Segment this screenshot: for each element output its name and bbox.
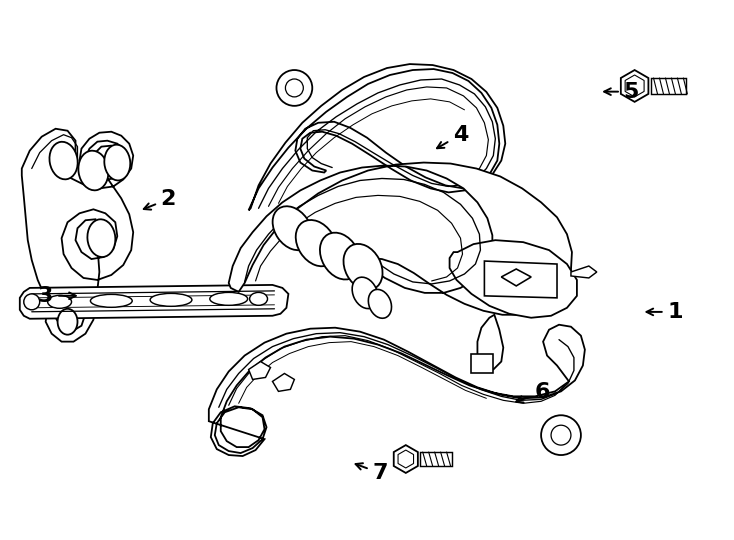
- Text: 7: 7: [355, 463, 388, 483]
- Polygon shape: [484, 261, 557, 298]
- Ellipse shape: [250, 292, 267, 305]
- Circle shape: [286, 79, 303, 97]
- Text: 4: 4: [437, 125, 468, 148]
- Ellipse shape: [352, 277, 378, 308]
- Polygon shape: [420, 452, 451, 466]
- Polygon shape: [272, 374, 294, 391]
- Polygon shape: [471, 354, 493, 374]
- Circle shape: [551, 425, 571, 445]
- Ellipse shape: [49, 142, 78, 179]
- Ellipse shape: [57, 309, 78, 335]
- Polygon shape: [22, 129, 133, 342]
- Polygon shape: [20, 285, 288, 319]
- Polygon shape: [477, 315, 504, 369]
- Text: 5: 5: [604, 82, 639, 102]
- Polygon shape: [229, 163, 572, 315]
- Text: 2: 2: [144, 189, 176, 210]
- Polygon shape: [249, 361, 271, 380]
- Polygon shape: [249, 64, 505, 210]
- Polygon shape: [208, 325, 585, 456]
- Ellipse shape: [87, 219, 115, 257]
- Ellipse shape: [210, 292, 247, 305]
- Polygon shape: [571, 266, 597, 278]
- Polygon shape: [650, 78, 686, 94]
- Ellipse shape: [320, 233, 360, 280]
- Ellipse shape: [368, 289, 391, 318]
- Text: 3: 3: [38, 286, 76, 306]
- Polygon shape: [501, 269, 531, 286]
- Ellipse shape: [104, 145, 130, 180]
- Ellipse shape: [79, 151, 109, 190]
- Circle shape: [23, 294, 40, 310]
- Circle shape: [541, 415, 581, 455]
- Circle shape: [277, 70, 312, 106]
- Ellipse shape: [344, 244, 382, 290]
- Text: 1: 1: [647, 302, 683, 322]
- Ellipse shape: [90, 294, 132, 307]
- Ellipse shape: [150, 293, 192, 306]
- Ellipse shape: [272, 206, 312, 250]
- Polygon shape: [449, 240, 577, 318]
- Ellipse shape: [296, 220, 337, 266]
- Text: 6: 6: [516, 382, 550, 402]
- Ellipse shape: [48, 295, 71, 308]
